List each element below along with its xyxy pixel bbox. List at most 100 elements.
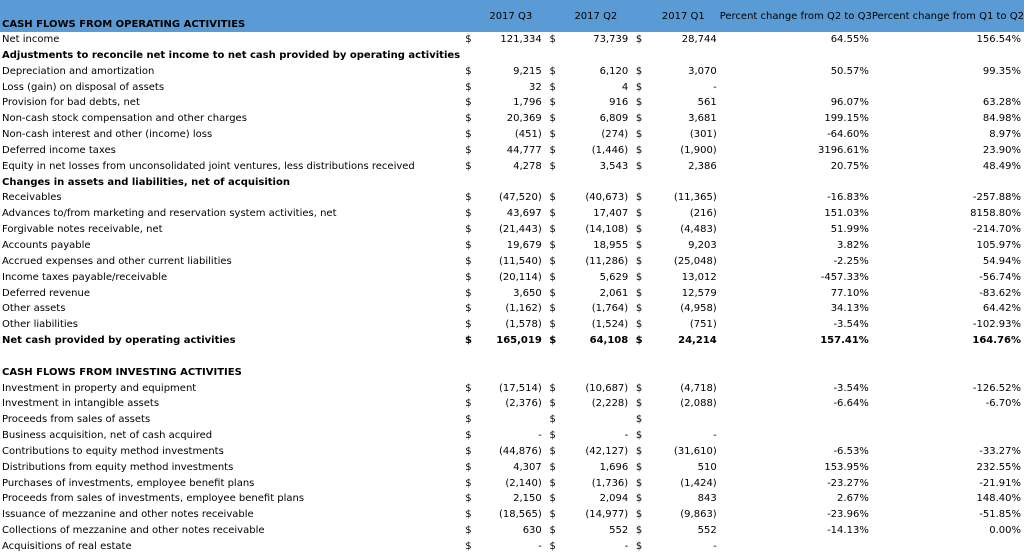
dollar-sign[interactable] — [545, 349, 561, 365]
value-2017-q1[interactable]: - — [713, 541, 717, 552]
dollar-sign[interactable]: $ — [635, 477, 643, 489]
pct-change-q1-q2[interactable]: -6.70% — [985, 398, 1021, 410]
dollar-sign[interactable]: $ — [465, 509, 472, 521]
row-label[interactable]: Distributions from equity method investm… — [2, 461, 234, 473]
dollar-sign[interactable]: $ — [465, 81, 472, 93]
dollar-sign[interactable]: $ — [465, 445, 472, 457]
pct-change-q1-q2[interactable]: 164.76% — [972, 335, 1021, 347]
dollar-sign[interactable] — [460, 365, 477, 381]
value-2017-q1[interactable]: (4,958) — [680, 303, 717, 315]
dollar-sign[interactable]: $ — [465, 97, 472, 109]
dollar-sign[interactable] — [631, 365, 647, 381]
pct-change-q1-q2[interactable]: 84.98% — [982, 113, 1021, 125]
dollar-sign[interactable]: $ — [549, 382, 556, 394]
row-label[interactable]: Proceeds from sales of assets — [2, 414, 151, 426]
value-2017-q2[interactable]: 3,543 — [599, 160, 629, 172]
value-2017-q3[interactable]: (20,114) — [498, 271, 542, 283]
pct-change-q1-q2[interactable]: 0.00% — [989, 525, 1021, 537]
row-label[interactable]: Investment in property and equipment — [2, 382, 197, 394]
dollar-sign[interactable]: $ — [465, 239, 472, 251]
value-2017-q1[interactable]: (2,088) — [680, 398, 717, 410]
pct-change-q2-q3[interactable]: -16.83% — [827, 192, 869, 204]
value-2017-q3[interactable]: 32 — [529, 81, 542, 93]
pct-change-q1-q2[interactable] — [872, 175, 1024, 191]
value-2017-q2[interactable] — [561, 48, 632, 64]
header-2017-q1[interactable]: 2017 Q1 — [646, 0, 720, 32]
value-2017-q1[interactable] — [647, 365, 720, 381]
row-label[interactable]: Non-cash stock compensation and other ch… — [2, 113, 247, 125]
pct-change-q2-q3[interactable] — [720, 539, 872, 555]
pct-change-q2-q3[interactable]: -3.54% — [833, 382, 869, 394]
value-2017-q1[interactable]: 12,579 — [681, 287, 717, 299]
dollar-sign[interactable]: $ — [635, 493, 643, 505]
dollar-sign[interactable] — [631, 48, 647, 64]
dollar-sign[interactable]: $ — [549, 113, 556, 125]
pct-change-q2-q3[interactable]: -3.54% — [833, 319, 869, 331]
dollar-sign[interactable]: $ — [635, 335, 643, 347]
value-2017-q2[interactable]: (2,228) — [591, 398, 629, 410]
dollar-sign[interactable]: $ — [549, 525, 556, 537]
value-2017-q2[interactable]: (1,736) — [591, 477, 629, 489]
value-2017-q2[interactable]: (274) — [601, 129, 629, 141]
pct-change-q2-q3[interactable] — [720, 349, 872, 365]
dollar-sign[interactable]: $ — [549, 271, 556, 283]
value-2017-q3[interactable]: (17,514) — [498, 382, 542, 394]
dollar-sign[interactable]: $ — [635, 239, 643, 251]
pct-change-q2-q3[interactable] — [720, 365, 872, 381]
value-2017-q3[interactable]: (2,376) — [505, 398, 542, 410]
row-label[interactable]: Forgivable notes receivable, net — [2, 224, 163, 236]
value-2017-q1[interactable]: (9,863) — [680, 509, 717, 521]
row-label[interactable]: Provision for bad debts, net — [2, 97, 140, 109]
dollar-sign[interactable]: $ — [465, 113, 472, 125]
pct-change-q1-q2[interactable]: 232.55% — [976, 461, 1022, 473]
dollar-sign[interactable]: $ — [549, 65, 556, 77]
pct-change-q2-q3[interactable]: -64.60% — [827, 129, 869, 141]
pct-change-q2-q3[interactable] — [720, 412, 872, 428]
value-2017-q3[interactable]: (18,565) — [498, 509, 542, 521]
dollar-sign[interactable]: $ — [549, 192, 556, 204]
header-2017-q3[interactable]: 2017 Q3 — [476, 0, 545, 32]
value-2017-q2[interactable]: 73,739 — [593, 34, 629, 45]
value-2017-q1[interactable]: 552 — [697, 525, 717, 537]
row-label[interactable]: Net cash provided by operating activitie… — [2, 335, 236, 347]
dollar-sign[interactable]: $ — [549, 335, 557, 347]
value-2017-q1[interactable]: 13,012 — [681, 271, 717, 283]
value-2017-q1[interactable] — [647, 412, 720, 428]
value-2017-q3[interactable]: 4,307 — [513, 461, 542, 473]
value-2017-q3[interactable] — [477, 412, 545, 428]
value-2017-q2[interactable]: (1,446) — [591, 144, 629, 156]
dollar-sign[interactable]: $ — [465, 160, 472, 172]
dollar-sign[interactable]: $ — [465, 34, 472, 45]
pct-change-q1-q2[interactable]: -257.88% — [972, 192, 1021, 204]
dollar-sign[interactable]: $ — [465, 493, 472, 505]
dollar-sign[interactable] — [631, 349, 647, 365]
value-2017-q3[interactable]: 121,334 — [500, 34, 542, 45]
dollar-sign[interactable]: $ — [635, 81, 643, 93]
value-2017-q3[interactable]: 43,697 — [506, 208, 542, 220]
dollar-sign[interactable]: $ — [465, 65, 472, 77]
pct-change-q2-q3[interactable] — [720, 428, 872, 444]
value-2017-q2[interactable]: 916 — [609, 97, 629, 109]
dollar-sign[interactable]: $ — [549, 509, 556, 521]
row-label[interactable]: Adjustments to reconcile net income to n… — [2, 49, 461, 61]
value-2017-q1[interactable]: (31,610) — [673, 445, 717, 457]
value-2017-q2[interactable]: 17,407 — [593, 208, 629, 220]
row-label[interactable]: Business acquisition, net of cash acquir… — [2, 430, 213, 442]
dollar-sign[interactable]: $ — [549, 445, 556, 457]
value-2017-q3[interactable]: 630 — [522, 525, 542, 537]
value-2017-q3[interactable]: (11,540) — [498, 255, 542, 267]
value-2017-q1[interactable]: (25,048) — [673, 255, 717, 267]
dollar-sign[interactable]: $ — [635, 160, 643, 172]
pct-change-q1-q2[interactable]: 99.35% — [982, 65, 1021, 77]
dollar-sign[interactable]: $ — [635, 192, 643, 204]
dollar-sign[interactable]: $ — [549, 224, 556, 236]
pct-change-q1-q2[interactable]: -214.70% — [972, 224, 1021, 236]
pct-change-q1-q2[interactable] — [872, 365, 1024, 381]
value-2017-q2[interactable]: (1,764) — [591, 303, 629, 315]
dollar-sign[interactable]: $ — [549, 287, 556, 299]
dollar-sign[interactable]: $ — [465, 192, 472, 204]
row-label[interactable]: Purchases of investments, employee benef… — [2, 477, 255, 489]
row-label[interactable]: Deferred revenue — [2, 287, 90, 299]
pct-change-q1-q2[interactable]: -33.27% — [979, 445, 1021, 457]
row-label[interactable]: Depreciation and amortization — [2, 65, 155, 77]
